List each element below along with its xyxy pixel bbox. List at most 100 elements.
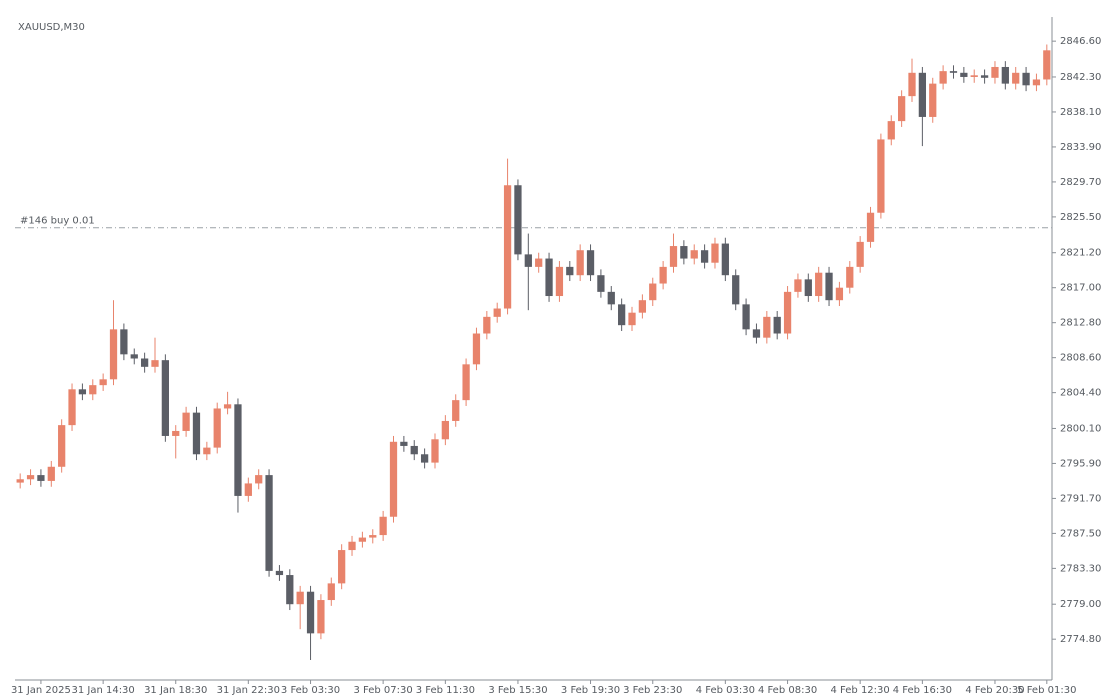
candle-body: [58, 425, 66, 467]
candle-body: [524, 254, 532, 267]
candle-body: [856, 241, 864, 267]
candle-body: [317, 600, 325, 634]
candle-body: [649, 283, 657, 301]
candle-body: [400, 441, 408, 446]
y-tick-label: 2812.80: [1060, 318, 1101, 329]
candle-body: [939, 71, 947, 84]
candle-body: [483, 316, 491, 334]
candle-body: [1022, 72, 1030, 86]
chart-title: XAUUSD,M30: [18, 22, 85, 33]
candle-body: [441, 420, 449, 440]
candle-body: [420, 454, 429, 463]
y-tick-label: 2795.90: [1060, 458, 1101, 469]
candle-body: [929, 83, 937, 117]
candle-body: [161, 360, 169, 436]
candle-body: [918, 72, 927, 117]
candle-body: [908, 72, 916, 97]
candle-body: [752, 329, 761, 338]
x-tick-label: 4 Feb 08:30: [758, 685, 817, 696]
candle-body: [327, 583, 335, 601]
candle-body: [659, 266, 667, 284]
candle-body: [379, 516, 387, 536]
candle-body: [503, 185, 512, 309]
candle-body: [89, 385, 97, 395]
candle-body: [618, 304, 626, 326]
candle-body: [680, 246, 688, 259]
candle-body: [1043, 50, 1051, 80]
x-tick-label: 3 Feb 11:30: [416, 685, 475, 696]
candle-body: [835, 287, 844, 301]
candle-body: [348, 541, 356, 551]
candle-body: [700, 250, 709, 263]
y-tick-label: 2842.30: [1060, 72, 1101, 83]
candle-body: [628, 312, 636, 326]
candle-body: [26, 475, 35, 480]
y-tick-label: 2821.20: [1060, 248, 1101, 259]
candle-body: [815, 272, 823, 297]
candle-body: [514, 185, 522, 255]
candle-body: [358, 537, 367, 542]
candle-body: [234, 404, 242, 496]
candle-body: [203, 447, 211, 455]
y-tick-label: 2808.60: [1060, 353, 1101, 364]
y-tick-label: 2833.90: [1060, 142, 1101, 153]
candle-body: [16, 479, 24, 483]
candle-body: [877, 139, 885, 213]
candle-body: [866, 212, 875, 242]
candle-body: [244, 483, 252, 496]
candle-body: [638, 300, 647, 313]
candle-body: [172, 430, 180, 436]
candle-body: [566, 266, 574, 276]
candle-body: [99, 379, 107, 386]
candle-body: [37, 475, 45, 481]
y-tick-label: 2804.40: [1060, 388, 1101, 399]
y-tick-label: 2817.00: [1060, 283, 1101, 294]
y-tick-label: 2846.60: [1060, 36, 1101, 47]
candle-body: [389, 441, 398, 517]
candle-body: [721, 243, 729, 276]
candle-body: [690, 250, 698, 259]
candle-body: [960, 72, 968, 77]
candle-body: [949, 71, 958, 73]
x-tick-label: 31 Jan 2025: [11, 685, 71, 696]
candle-body: [369, 535, 377, 538]
candle-body: [773, 316, 781, 334]
candle-body: [555, 266, 564, 297]
candle-body: [223, 404, 232, 409]
candle-body: [462, 364, 470, 401]
x-tick-label: 3 Feb 03:30: [281, 685, 340, 696]
candle-body: [980, 75, 989, 78]
x-tick-label: 5 Feb 01:30: [1017, 685, 1076, 696]
y-tick-label: 2787.50: [1060, 528, 1101, 539]
y-tick-label: 2825.50: [1060, 212, 1101, 223]
x-tick-label: 31 Jan 22:30: [217, 685, 280, 696]
candle-body: [1012, 72, 1020, 84]
candle-body: [898, 96, 906, 122]
candle-body: [1001, 66, 1009, 84]
candle-body: [669, 246, 678, 267]
candle-body: [970, 75, 978, 77]
candle-body: [991, 66, 999, 78]
x-tick-label: 3 Feb 19:30: [561, 685, 620, 696]
order-label: #146 buy 0.01: [20, 216, 95, 227]
candle-body: [265, 475, 273, 571]
candle-body: [68, 389, 76, 426]
candle-body: [452, 400, 460, 421]
candle-body: [130, 354, 138, 359]
candle-body: [151, 360, 159, 367]
candle-body: [607, 291, 615, 305]
x-tick-label: 31 Jan 18:30: [144, 685, 207, 696]
x-tick-label: 3 Feb 15:30: [488, 685, 547, 696]
candle-body: [410, 445, 418, 455]
candle-body: [1032, 79, 1041, 86]
candle-body: [306, 591, 315, 634]
candle-body: [47, 466, 55, 481]
candle-body: [887, 121, 895, 140]
candle-body: [783, 291, 792, 334]
x-tick-label: 4 Feb 20:30: [965, 685, 1024, 696]
y-tick-label: 2838.10: [1060, 107, 1101, 118]
y-tick-label: 2783.30: [1060, 563, 1101, 574]
candle-body: [545, 258, 553, 297]
